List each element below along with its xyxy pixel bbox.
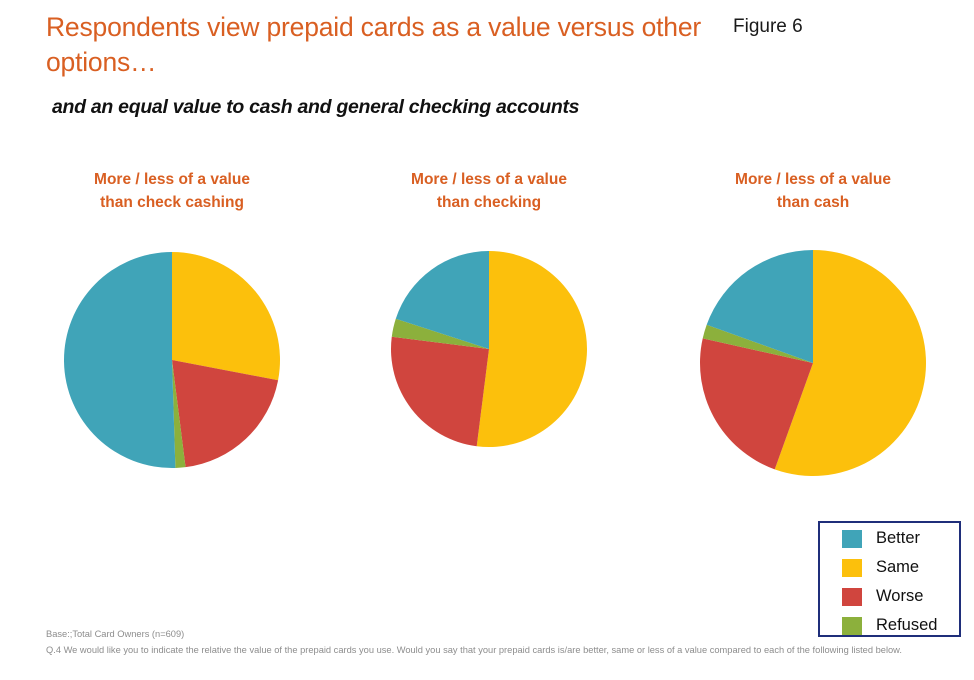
figure-label: Figure 6 [733, 16, 803, 37]
chart-title-line1: More / less of a value [735, 171, 891, 188]
legend-swatch-better [842, 529, 862, 548]
chart-panel-check-cashing: More / less of a value than check cashin… [46, 168, 298, 498]
chart-title-check-cashing: More / less of a value than check cashin… [46, 168, 298, 214]
chart-title-line1: More / less of a value [411, 171, 567, 188]
legend-swatch-worse [842, 587, 862, 606]
page-title: Respondents view prepaid cards as a valu… [46, 12, 702, 77]
footnotes: Base:;Total Card Owners (n=609) Q.4 We w… [46, 628, 936, 657]
page-subtitle: and an equal value to cash and general c… [52, 96, 580, 118]
legend-label-same: Same [876, 558, 920, 577]
chart-title-line2: than cash [776, 194, 850, 211]
legend-swatch-refused [842, 616, 862, 635]
chart-title-line2: than check cashing [100, 194, 244, 211]
chart-title-line1: More / less of a value [94, 171, 250, 188]
chart-legend: Better Same Worse Refused [818, 521, 961, 637]
legend-item-worse: Worse [820, 583, 959, 610]
chart-title-line2: than checking [436, 194, 542, 211]
legend-swatch-same [842, 558, 862, 577]
legend-item-better: Better [820, 525, 959, 552]
footnote-base: Base:;Total Card Owners (n=609) [46, 629, 185, 639]
footnote-question: Q.4 We would like you to indicate the re… [46, 644, 902, 655]
chart-panel-cash: More / less of a value than cash [690, 168, 936, 498]
legend-label-better: Better [876, 529, 921, 548]
chart-title-cash: More / less of a value than cash [690, 168, 936, 214]
chart-panel-checking: More / less of a value than checking [367, 168, 611, 498]
legend-label-refused: Refused [876, 616, 938, 635]
legend-item-same: Same [820, 554, 959, 581]
chart-title-checking: More / less of a value than checking [367, 168, 611, 214]
legend-label-worse: Worse [876, 587, 924, 606]
legend-item-refused: Refused [820, 612, 959, 639]
